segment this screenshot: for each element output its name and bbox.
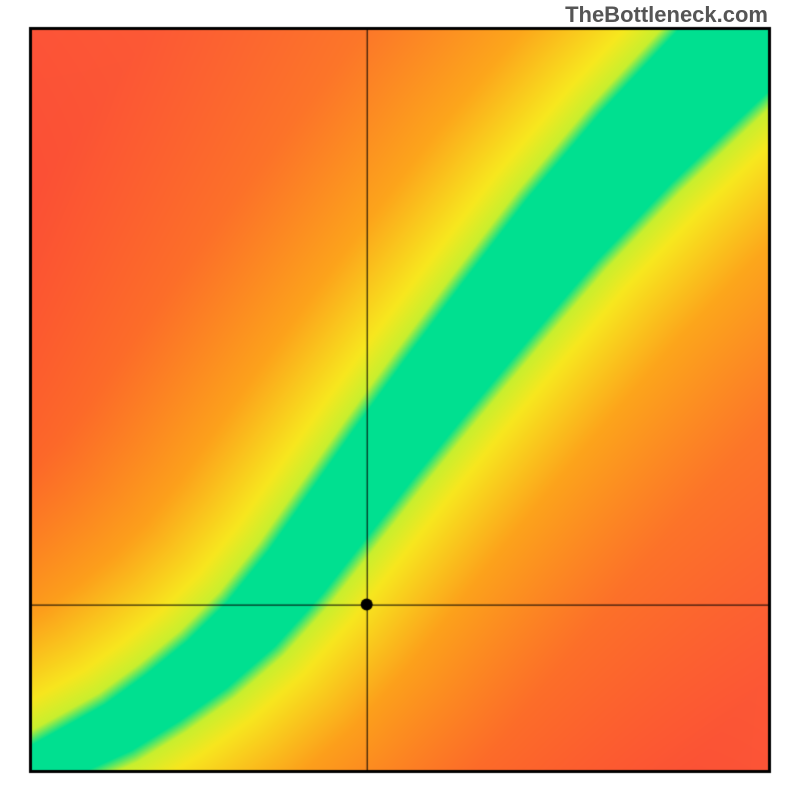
chart-container: { "meta": { "type": "heatmap", "source_w… (0, 0, 800, 800)
bottleneck-heatmap (0, 0, 800, 800)
watermark-text: TheBottleneck.com (565, 2, 768, 28)
